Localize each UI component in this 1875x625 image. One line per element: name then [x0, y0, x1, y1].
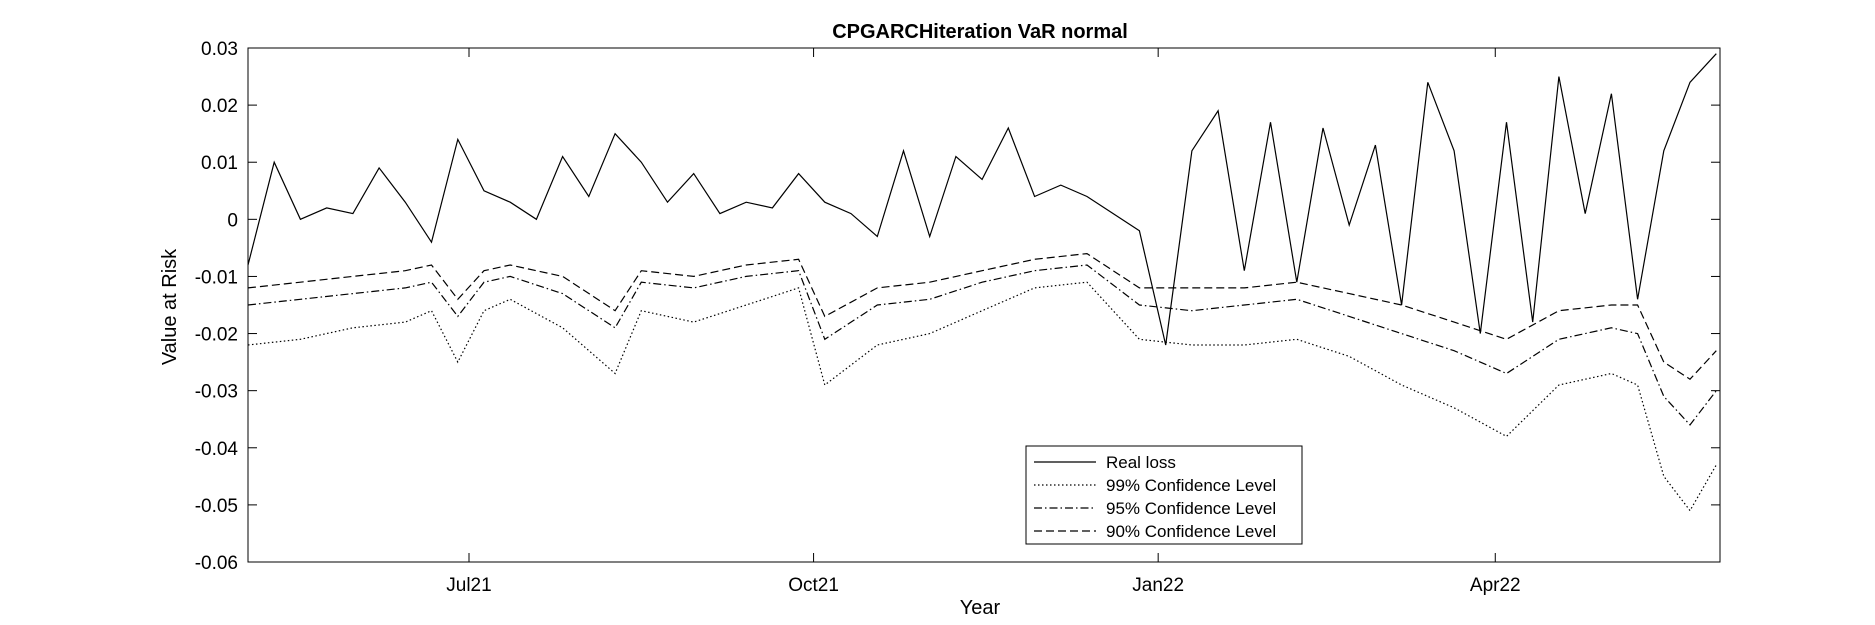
series-line-2 [247, 281, 1717, 512]
legend: Real loss 99% Confidence Level 95% Confide… [1025, 445, 1303, 545]
x-tick-label: Oct21 [788, 575, 839, 596]
y-tick-label: 0.01 [201, 153, 238, 174]
x-axis-label: Year [960, 597, 1001, 619]
y-axis-label: Value at Risk [159, 248, 181, 365]
y-tick-label: -0.03 [195, 382, 238, 403]
x-tick-label: Apr22 [1470, 575, 1521, 596]
x-tick-label: Jul21 [446, 575, 491, 596]
series-layer [247, 53, 1717, 512]
legend-label-2: 99% Confidence Level [1106, 476, 1276, 495]
series-line-4 [247, 252, 1717, 380]
plot-frame [247, 47, 1721, 563]
y-tick-label: -0.04 [195, 439, 239, 460]
y-tick-label: -0.02 [195, 325, 238, 346]
chart-title: CPGARCHiteration VaR normal [832, 21, 1128, 43]
y-tick-label: -0.01 [195, 267, 238, 288]
x-tick-label: Jan22 [1132, 575, 1184, 596]
legend-label-4: 90% Confidence Level [1106, 522, 1276, 541]
legend-label-1: Real loss [1106, 453, 1176, 472]
legend-label-3: 95% Confidence Level [1106, 499, 1276, 518]
y-tick-label: 0 [227, 210, 238, 231]
y-tick-label: 0.03 [201, 39, 238, 60]
y-tick-label: -0.06 [195, 553, 238, 574]
series-line-1 [247, 53, 1717, 346]
series-line-3 [247, 264, 1717, 426]
y-tick-label: 0.02 [201, 96, 238, 117]
axes-layer: -0.06 -0.05 -0.04 -0.03 -0.02 -0.01 0 0.01 0.02 0… [195, 39, 1721, 596]
y-tick-label: -0.05 [195, 496, 238, 517]
